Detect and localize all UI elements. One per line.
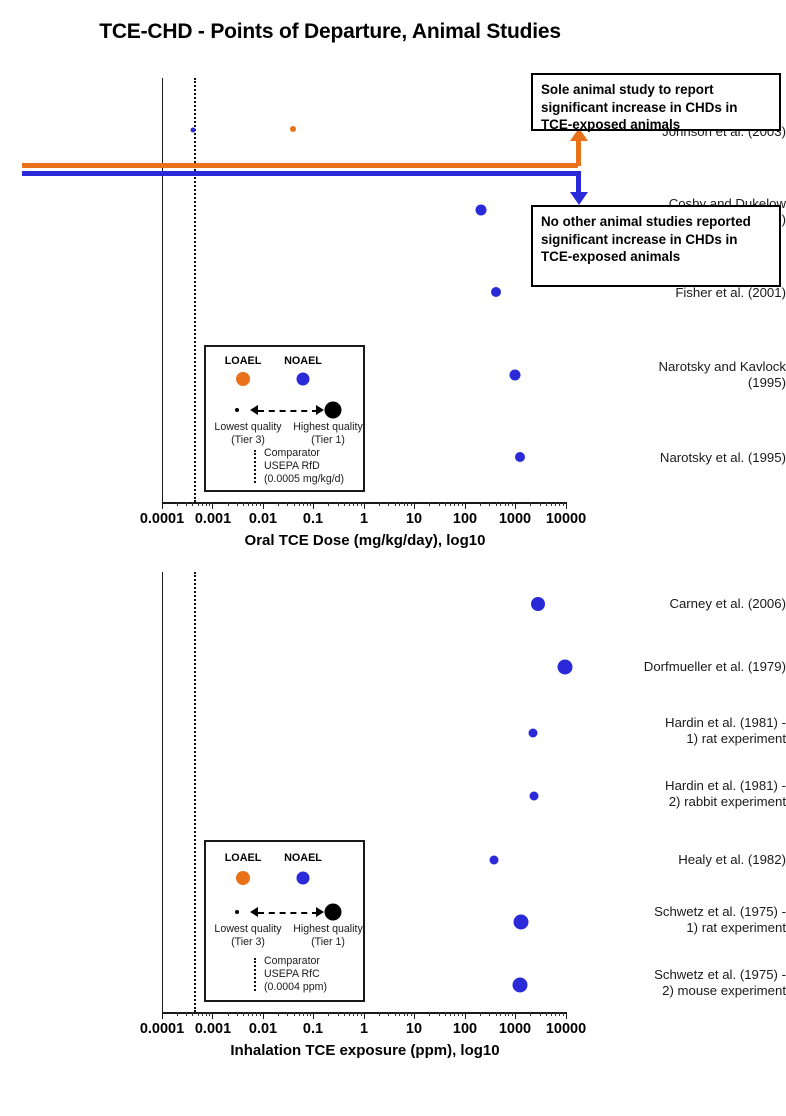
callout-top-box: Sole animal study to report significant …: [531, 73, 781, 132]
data-point-cosby-noael: [475, 204, 487, 216]
data-point-hardin-rabbit-noael: [529, 791, 539, 801]
inhalation-tick-label-8: 10000: [545, 1021, 587, 1037]
legend-tier3-dot: [235, 408, 239, 412]
inhalation-tick-label-0: 0.0001: [139, 1021, 185, 1037]
legend-noael-dot-2: [296, 871, 310, 885]
data-point-narotsky-kavlock-noael: [509, 369, 521, 381]
inhalation-tick-label-3: 0.1: [302, 1021, 324, 1037]
oral-panel: Johnson et al. (2003) Cosby and Dukelow …: [22, 73, 786, 549]
inhalation-comparator-line: [194, 572, 196, 1012]
inhalation-panel: Carney et al. (2006) Dorfmueller et al. …: [0, 560, 786, 1116]
oral-tick-label-6: 100: [452, 511, 478, 527]
oral-comparator-line: [194, 78, 196, 502]
legend-comparator-marker-2: [254, 958, 256, 991]
inhalation-tick-label-5: 10: [405, 1021, 423, 1037]
oral-tick-label-5: 10: [405, 511, 423, 527]
oral-legend-box: LOAEL NOAEL Lowest quality (Tier 3) High…: [204, 345, 365, 492]
legend-comparator-text-inhalation: Comparator USEPA RfC (0.0004 ppm): [264, 955, 328, 993]
inhalation-y-axis: [162, 572, 163, 1012]
inhalation-tick-label-6: 100: [452, 1021, 478, 1037]
legend-noael-dot: [296, 372, 310, 386]
data-point-carney-noael: [531, 597, 545, 611]
legend-highest-quality: Highest quality (Tier 1): [293, 421, 363, 446]
legend-tier3-dot-2: [235, 910, 239, 914]
legend-quality-arrow-left-head-2: [250, 907, 258, 917]
page-title: TCE-CHD - Points of Departure, Animal St…: [99, 20, 561, 43]
inhalation-tick-label-2: 0.01: [248, 1021, 278, 1037]
inhalation-tick-label-1: 0.001: [194, 1021, 232, 1037]
loael-separator-rule: [22, 163, 578, 168]
study-label-dorfmueller: Dorfmueller et al. (1979): [643, 659, 786, 674]
data-point-johnson-loael: [290, 126, 296, 132]
data-point-schwetz-rat-noael: [513, 914, 529, 930]
callout-bottom-arrowhead: [570, 192, 588, 205]
legend-lowest-quality: Lowest quality (Tier 3): [214, 421, 282, 446]
legend-quality-arrow-left-head: [250, 405, 258, 415]
study-label-schwetz-mouse: Schwetz et al. (1975) - 2) mouse experim…: [654, 967, 786, 998]
legend-lowest-quality-2: Lowest quality (Tier 3): [214, 923, 282, 948]
data-point-johnson-noael: [190, 127, 196, 133]
legend-noael-label: NOAEL: [284, 355, 322, 367]
oral-tick-label-2: 0.01: [248, 511, 278, 527]
data-point-narotsky-noael: [515, 452, 525, 462]
study-label-fisher: Fisher et al. (2001): [675, 285, 786, 300]
data-point-fisher-noael: [491, 287, 501, 297]
study-label-narotsky-kavlock: Narotsky and Kavlock (1995): [658, 359, 786, 390]
legend-loael-dot-2: [236, 871, 250, 885]
inhalation-legend-box: LOAEL NOAEL Lowest quality (Tier 3) High…: [204, 840, 365, 1002]
inhalation-tick-label-7: 1000: [498, 1021, 532, 1037]
study-label-healy: Healy et al. (1982): [678, 852, 786, 867]
oral-tick-label-8: 10000: [545, 511, 587, 527]
study-label-hardin-rat: Hardin et al. (1981) - 1) rat experiment: [665, 715, 786, 746]
legend-noael-label-2: NOAEL: [284, 852, 322, 864]
inhalation-axis-title: Inhalation TCE exposure (ppm), log10: [230, 1042, 500, 1059]
study-label-carney: Carney et al. (2006): [669, 596, 786, 611]
callout-top-stem: [576, 140, 581, 166]
legend-quality-arrow-right-head-2: [316, 907, 324, 917]
callout-bottom-box: No other animal studies reported signifi…: [531, 205, 781, 287]
oral-tick-label-7: 1000: [498, 511, 532, 527]
legend-loael-label: LOAEL: [224, 355, 262, 367]
study-label-schwetz-rat: Schwetz et al. (1975) - 1) rat experimen…: [654, 904, 786, 935]
data-point-hardin-rat-noael: [528, 728, 538, 738]
legend-comparator-marker: [254, 450, 256, 483]
oral-tick-label-4: 1: [359, 511, 369, 527]
legend-comparator-text-oral: Comparator USEPA RfD (0.0005 mg/kg/d): [264, 447, 345, 485]
study-label-narotsky: Narotsky et al. (1995): [659, 450, 786, 465]
data-point-dorfmueller-noael: [557, 659, 573, 675]
callout-top-arrowhead: [570, 128, 588, 141]
legend-quality-arrow: [258, 410, 318, 412]
callout-bottom-stem: [576, 171, 581, 193]
oral-y-axis: [162, 78, 163, 502]
oral-axis-title: Oral TCE Dose (mg/kg/day), log10: [244, 532, 486, 549]
data-point-healy-noael: [489, 855, 499, 865]
oral-tick-label-1: 0.001: [194, 511, 232, 527]
legend-highest-quality-2: Highest quality (Tier 1): [293, 923, 363, 948]
legend-quality-arrow-2: [258, 912, 318, 914]
legend-tier1-dot-2: [324, 903, 342, 921]
legend-quality-arrow-right-head: [316, 405, 324, 415]
noael-separator-rule: [22, 171, 578, 176]
oral-tick-label-0: 0.0001: [139, 511, 185, 527]
legend-loael-dot: [236, 372, 250, 386]
study-label-hardin-rabbit: Hardin et al. (1981) - 2) rabbit experim…: [665, 778, 786, 809]
legend-loael-label-2: LOAEL: [224, 852, 262, 864]
oral-tick-label-3: 0.1: [302, 511, 324, 527]
legend-tier1-dot: [324, 401, 342, 419]
data-point-schwetz-mouse-noael: [512, 977, 528, 993]
inhalation-tick-label-4: 1: [359, 1021, 369, 1037]
